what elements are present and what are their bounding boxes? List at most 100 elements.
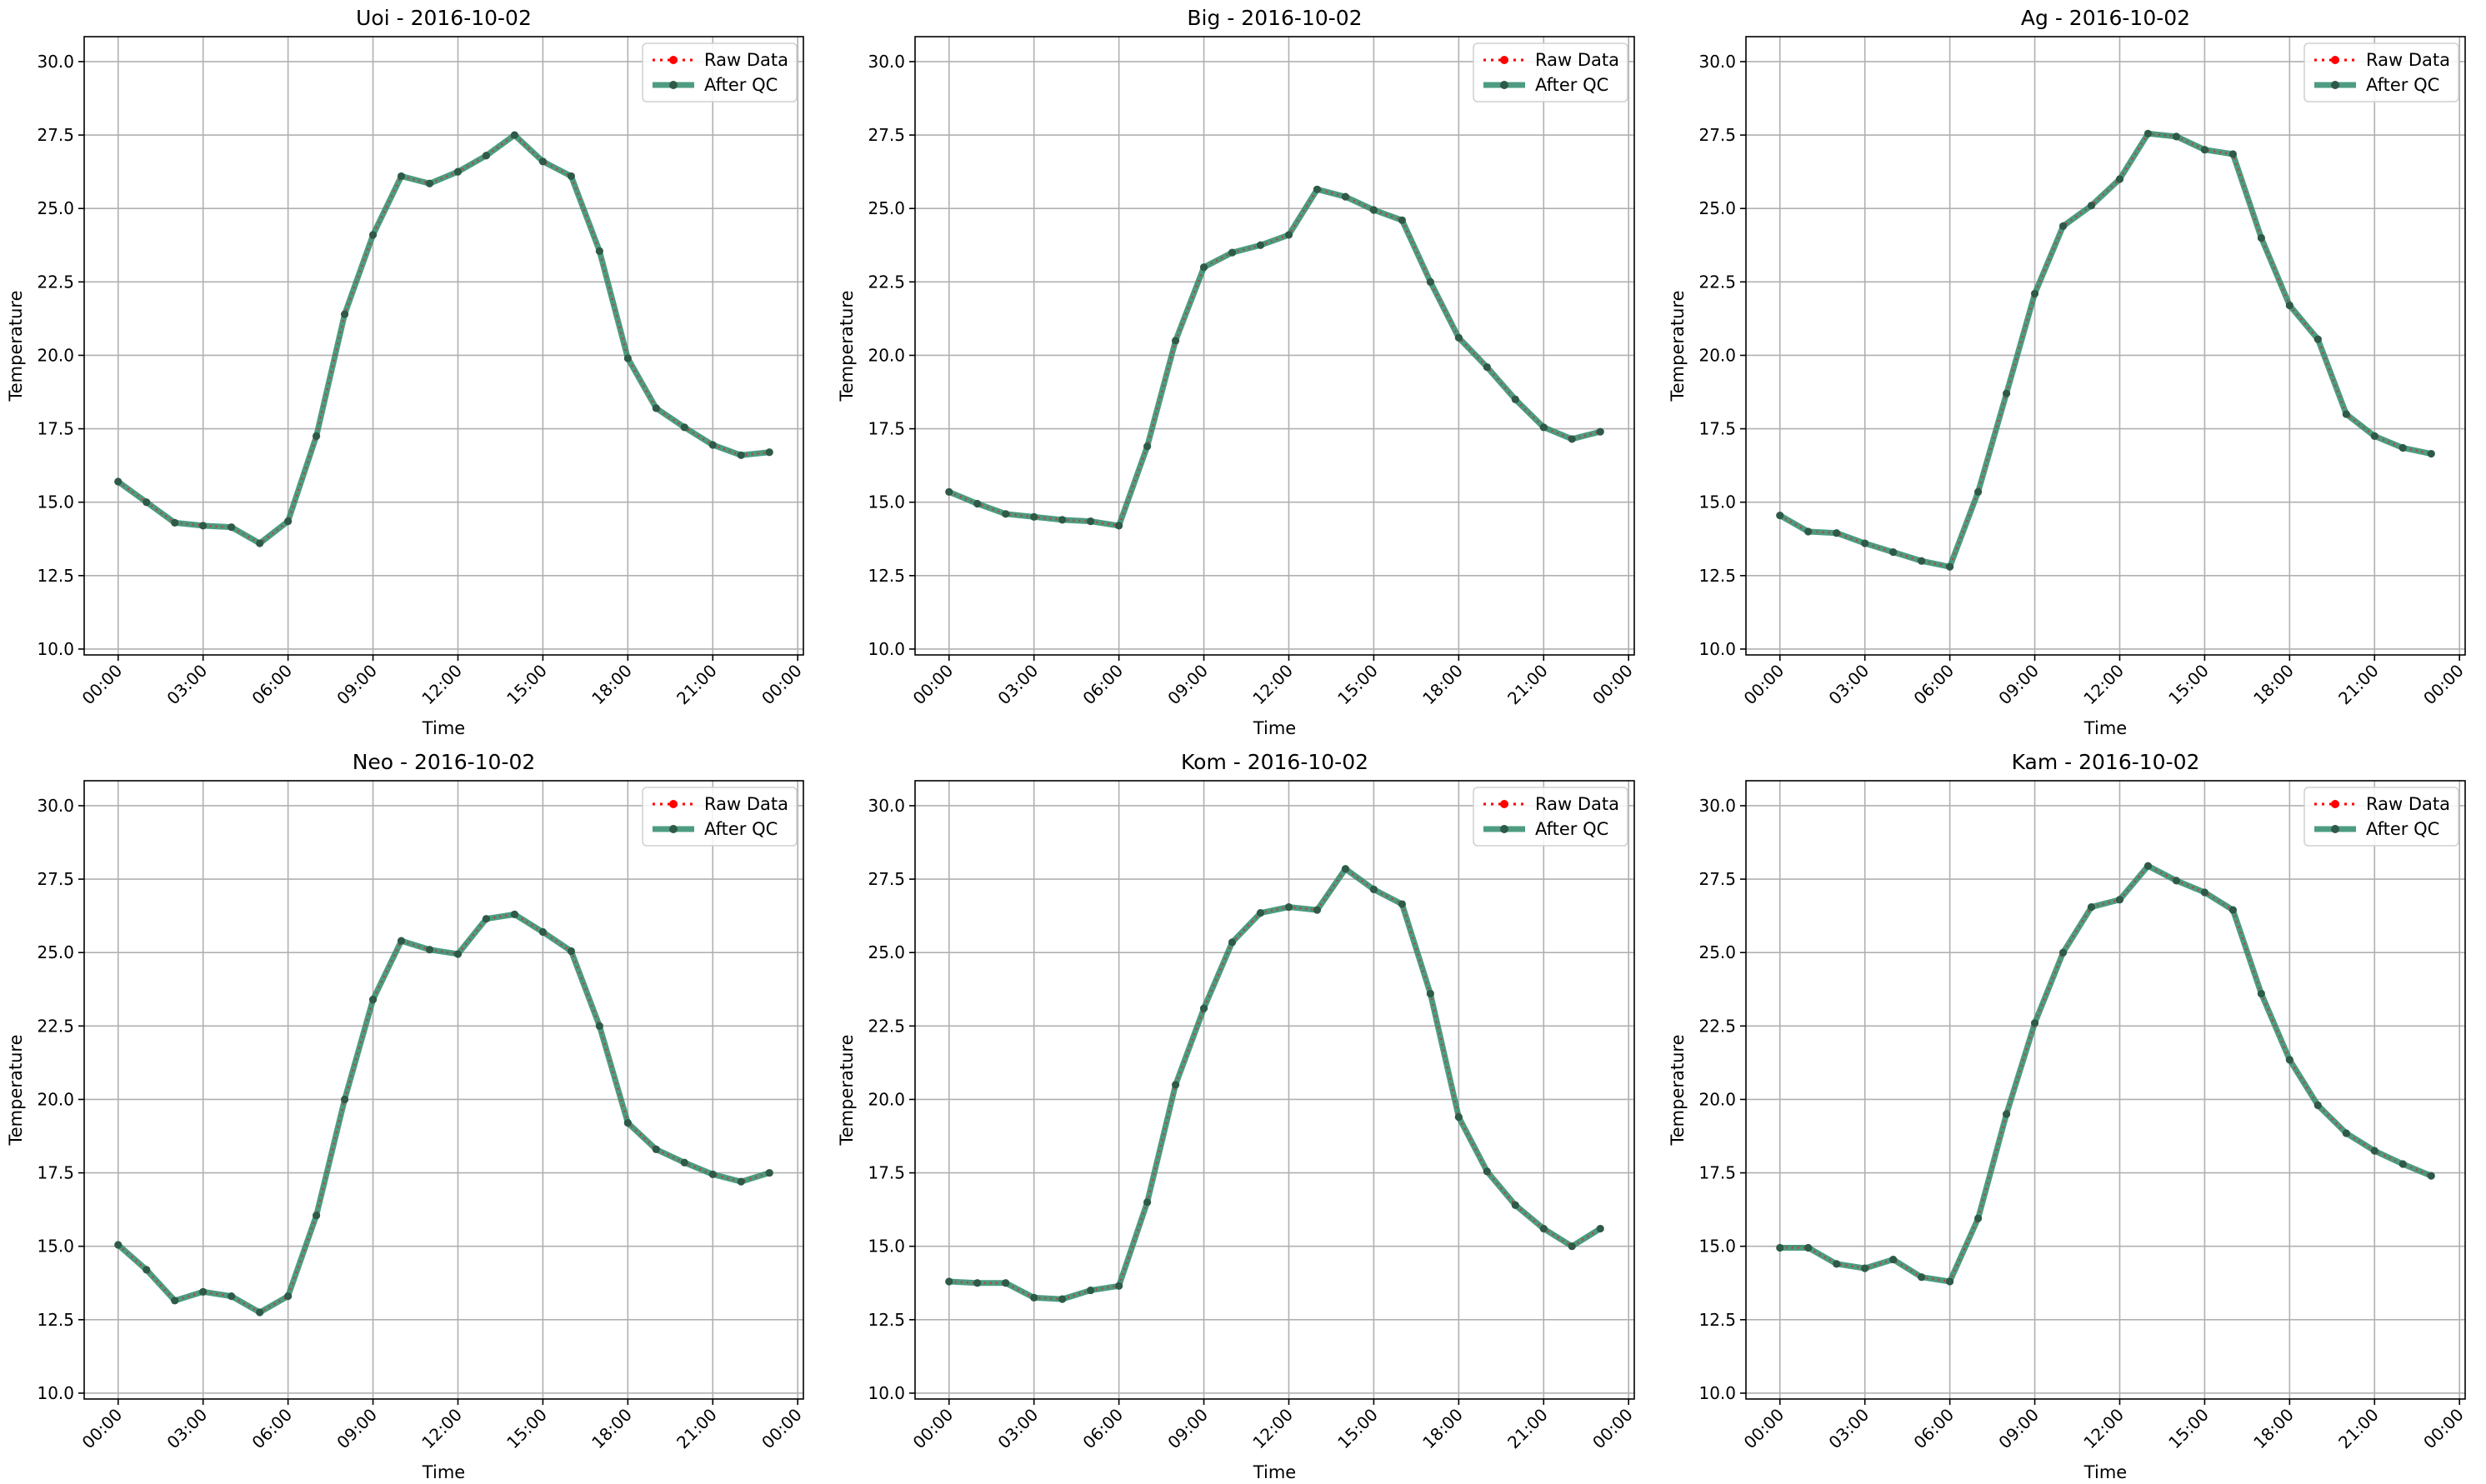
data-point-after-qc: [1568, 435, 1576, 443]
y-tick-label: 30.0: [37, 52, 74, 72]
y-tick-label: 10.0: [868, 1383, 905, 1403]
x-tick-label: 00:00: [909, 661, 958, 709]
data-point-after-qc: [1398, 900, 1406, 908]
data-point-after-qc: [737, 1177, 745, 1186]
y-tick-label: 30.0: [868, 52, 905, 72]
data-point-after-qc: [2200, 888, 2209, 897]
data-point-after-qc: [313, 1212, 321, 1220]
y-tick-label: 17.5: [868, 419, 905, 439]
data-point-after-qc: [1369, 885, 1378, 894]
x-tick-label: 00:00: [2419, 661, 2468, 709]
data-point-after-qc: [2398, 443, 2407, 452]
chart-title: Kam - 2016-10-02: [2012, 750, 2200, 774]
data-point-after-qc: [368, 996, 378, 1004]
data-point-after-qc: [482, 915, 491, 923]
data-point-after-qc: [1030, 512, 1038, 521]
axes-frame: [1745, 780, 2466, 1400]
data-point-after-qc: [2427, 449, 2435, 458]
x-tick-label: 00:00: [1588, 1405, 1637, 1453]
data-point-after-qc: [1256, 241, 1265, 249]
data-point-after-qc: [1002, 510, 1010, 518]
data-point-after-qc: [1143, 442, 1152, 451]
data-point-after-qc: [538, 927, 548, 937]
data-point-after-qc: [1454, 1113, 1463, 1122]
y-tick-label: 12.5: [1698, 566, 1736, 586]
x-tick-label: 18:00: [2249, 661, 2298, 709]
data-point-after-qc: [737, 451, 745, 459]
data-point-after-qc: [2058, 222, 2068, 230]
data-point-after-qc: [1313, 906, 1322, 914]
y-tick-label: 27.5: [37, 869, 74, 889]
data-point-after-qc: [2087, 202, 2096, 210]
y-axis-label: Temperature: [837, 1034, 857, 1146]
y-tick-label: 15.0: [868, 1237, 905, 1257]
data-point-after-qc: [1861, 539, 1869, 547]
legend-label-raw-data: Raw Data: [2366, 794, 2450, 814]
data-point-after-qc: [425, 946, 434, 954]
data-point-after-qc: [1002, 1279, 1010, 1287]
chart-title: Uoi - 2016-10-02: [356, 6, 532, 30]
data-point-after-qc: [1115, 1282, 1123, 1290]
series-line-after-qc: [948, 186, 1602, 529]
x-tick-label: 06:00: [1078, 1405, 1127, 1453]
data-point-after-qc: [2172, 877, 2181, 885]
y-axis-label: Temperature: [6, 1034, 26, 1146]
data-point-after-qc: [228, 523, 236, 532]
data-point-after-qc: [2002, 389, 2011, 397]
chart-title: Big - 2016-10-02: [1187, 6, 1362, 30]
data-point-after-qc: [973, 499, 982, 508]
data-point-after-qc: [143, 1266, 151, 1274]
data-point-after-qc: [1776, 511, 1784, 520]
legend: Raw Data After QC: [642, 787, 798, 847]
axes-frame: [914, 36, 1635, 656]
y-tick-label: 15.0: [1698, 1237, 1736, 1257]
x-tick-label: 18:00: [2249, 1405, 2298, 1453]
x-tick-label: 00:00: [78, 661, 127, 709]
data-point-after-qc: [2200, 146, 2209, 154]
y-tick-label: 12.5: [868, 566, 905, 586]
y-tick-label: 17.5: [1698, 1163, 1736, 1183]
data-point-after-qc: [425, 179, 434, 187]
chart-panel-3: 10.0 12.5 15.0 17.5 20.0 22.5 25.0 27.5 30.0 00:0…: [1668, 6, 2468, 738]
data-point-after-qc: [2427, 1172, 2435, 1180]
data-point-after-qc: [1426, 277, 1434, 286]
legend: Raw Data After QC: [2303, 42, 2459, 102]
x-tick-label: 06:00: [248, 661, 296, 709]
y-tick-label: 20.0: [37, 1089, 74, 1109]
legend-marker-after-qc: [669, 825, 678, 833]
x-tick-label: 09:00: [1163, 1405, 1212, 1453]
x-axis-label: Time: [1253, 718, 1296, 738]
legend: Raw Data After QC: [642, 42, 798, 102]
x-tick-label: 06:00: [1078, 661, 1127, 709]
data-point-after-qc: [1804, 527, 1813, 536]
y-tick-label: 12.5: [37, 566, 74, 586]
y-tick-label: 22.5: [1698, 1016, 1736, 1036]
data-point-after-qc: [567, 172, 575, 181]
data-point-after-qc: [1087, 517, 1095, 526]
x-tick-label: 21:00: [1503, 1405, 1552, 1453]
y-tick-label: 20.0: [1698, 1089, 1736, 1109]
legend-marker-raw-data: [1500, 800, 1508, 808]
data-point-after-qc: [1058, 516, 1067, 524]
y-tick-label: 25.0: [1698, 198, 1736, 218]
series-line-raw-data: [948, 867, 1601, 1301]
data-point-after-qc: [2172, 132, 2181, 141]
data-point-after-qc: [1199, 263, 1208, 272]
legend-marker-after-qc: [1500, 81, 1508, 89]
x-tick-label: 12:00: [1248, 661, 1297, 709]
data-point-after-qc: [2143, 129, 2153, 137]
x-tick-label: 00:00: [1740, 1405, 1788, 1453]
y-tick-label: 10.0: [1698, 639, 1736, 659]
data-point-after-qc: [2370, 432, 2378, 440]
data-point-after-qc: [1256, 909, 1265, 917]
data-point-after-qc: [313, 432, 321, 440]
legend-label-raw-data: Raw Data: [704, 50, 788, 70]
x-tick-label: 09:00: [333, 1405, 381, 1453]
series-line-after-qc: [948, 866, 1603, 1302]
chart-title: Neo - 2016-10-02: [353, 750, 536, 774]
series-line-after-qc: [116, 911, 771, 1316]
x-tick-label: 06:00: [1909, 661, 1958, 709]
axes-frame: [83, 780, 804, 1400]
data-point-after-qc: [2087, 902, 2096, 912]
data-point-after-qc: [1568, 1242, 1576, 1251]
